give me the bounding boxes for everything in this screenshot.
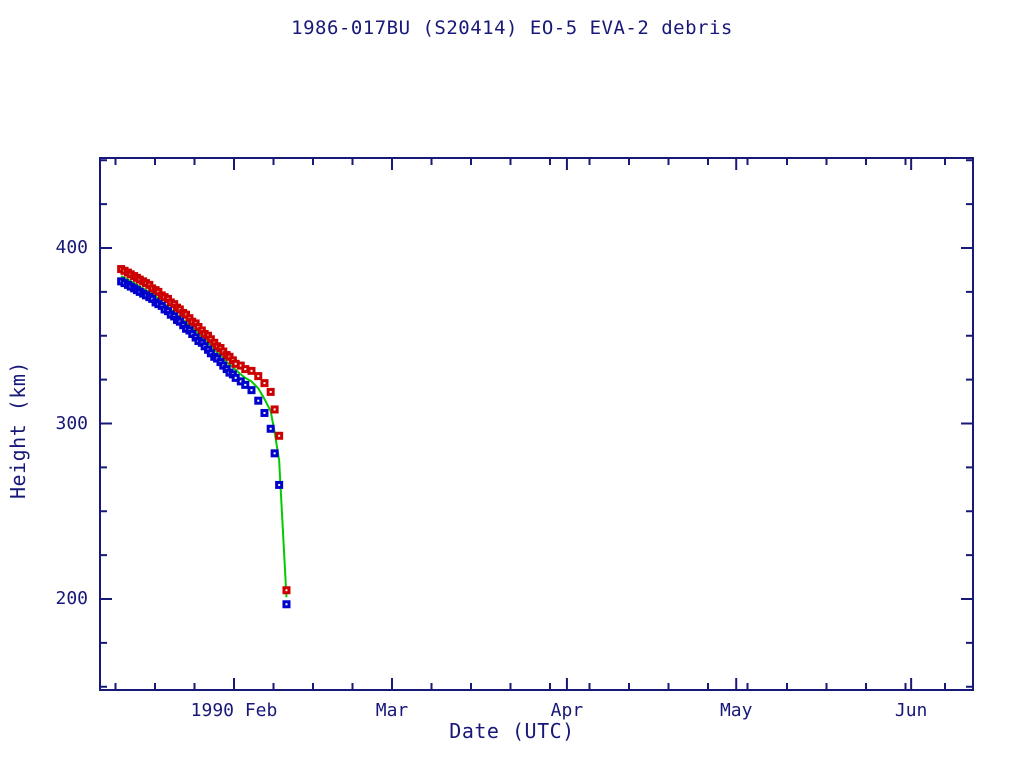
axis-ticks — [100, 158, 973, 690]
x-tick-label: Jun — [894, 700, 928, 721]
x-tick-label: May — [719, 700, 753, 721]
x-tick-label: Mar — [375, 700, 409, 721]
mean-height-line — [120, 275, 288, 598]
chart-title: 1986-017BU (S20414) EO-5 EVA-2 debris — [291, 17, 733, 39]
x-tick-label: Apr — [550, 700, 584, 721]
axis-frame — [99, 157, 974, 691]
y-tick-label: 400 — [55, 237, 88, 258]
y-tick-label: 300 — [55, 412, 88, 434]
y-tick-label: 200 — [55, 588, 88, 609]
x-axis-title: Date (UTC) — [449, 719, 575, 743]
x-tick-label: 1990 Feb — [190, 700, 278, 721]
data-points — [117, 265, 291, 609]
